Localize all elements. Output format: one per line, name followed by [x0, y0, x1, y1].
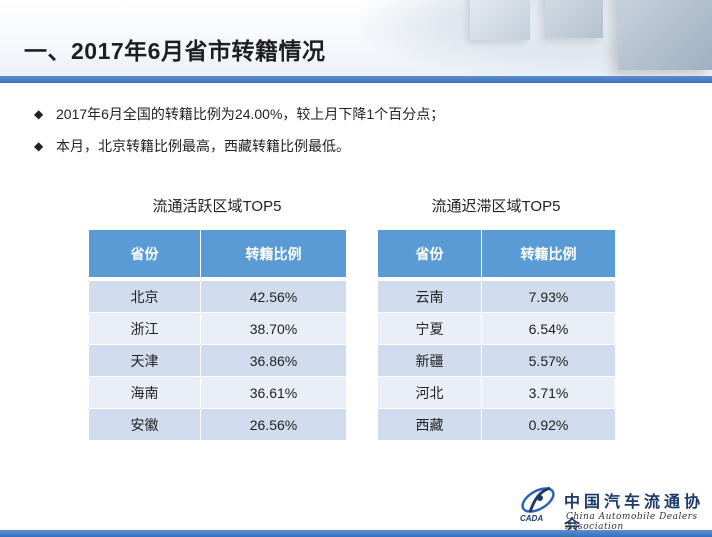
- province-cell: 云南: [377, 280, 482, 313]
- decorative-cube: [545, 0, 603, 38]
- table-row: 北京 42.56%: [88, 280, 347, 313]
- active-region-table-block: 流通活跃区域TOP5 省份 转籍比例 北京 42.56% 浙江 38.70% 天…: [88, 196, 347, 441]
- province-cell: 河北: [377, 376, 482, 409]
- cada-logo: CADA 中国汽车流通协会 China Automobile Dealers A…: [516, 484, 706, 535]
- footer-divider: [0, 530, 712, 537]
- active-table-caption: 流通活跃区域TOP5: [152, 198, 282, 215]
- table-row: 浙江 38.70%: [88, 312, 347, 345]
- province-cell: 新疆: [377, 344, 482, 377]
- cada-emblem-icon: [521, 486, 555, 513]
- table-row: 安徽 26.56%: [88, 408, 347, 441]
- logo-name-en: China Automobile Dealers Association: [566, 512, 698, 532]
- ratio-cell: 3.71%: [481, 376, 616, 409]
- summary-bullets: ◆ 2017年6月全国的转籍比例为24.00%，较上月下降1个百分点； ◆ 本月…: [34, 98, 694, 162]
- province-cell: 宁夏: [377, 312, 482, 345]
- table-row: 新疆 5.57%: [377, 344, 616, 377]
- table-row: 宁夏 6.54%: [377, 312, 616, 345]
- decorative-cube: [470, 0, 530, 40]
- diamond-bullet-icon: ◆: [34, 139, 44, 153]
- diamond-bullet-icon: ◆: [34, 107, 44, 121]
- header-banner: 一、2017年6月省市转籍情况: [0, 0, 712, 83]
- table-row: 天津 36.86%: [88, 344, 347, 377]
- active-region-table: 省份 转籍比例 北京 42.56% 浙江 38.70% 天津 36.86% 海南…: [88, 229, 347, 441]
- ratio-cell: 42.56%: [200, 280, 347, 313]
- ratio-cell: 38.70%: [200, 312, 347, 345]
- province-cell: 北京: [88, 280, 201, 313]
- table-row: 云南 7.93%: [377, 280, 616, 313]
- logo-abbreviation: CADA: [520, 514, 544, 523]
- slow-region-table-block: 流通迟滞区域TOP5 省份 转籍比例 云南 7.93% 宁夏 6.54% 新疆 …: [377, 196, 616, 441]
- slow-table-caption: 流通迟滞区域TOP5: [431, 198, 561, 215]
- decorative-cube: [618, 0, 712, 70]
- column-header-ratio: 转籍比例: [200, 229, 347, 278]
- ratio-cell: 5.57%: [481, 344, 616, 377]
- province-cell: 天津: [88, 344, 201, 377]
- province-cell: 浙江: [88, 312, 201, 345]
- ratio-cell: 7.93%: [481, 280, 616, 313]
- bullet-item: ◆ 2017年6月全国的转籍比例为24.00%，较上月下降1个百分点；: [34, 98, 694, 130]
- page-title: 一、2017年6月省市转籍情况: [24, 38, 326, 64]
- slow-region-table: 省份 转籍比例 云南 7.93% 宁夏 6.54% 新疆 5.57% 河北 3.…: [377, 229, 616, 441]
- ratio-cell: 36.61%: [200, 376, 347, 409]
- bullet-item: ◆ 本月，北京转籍比例最高，西藏转籍比例最低。: [34, 130, 694, 162]
- province-cell: 海南: [88, 376, 201, 409]
- column-header-ratio: 转籍比例: [481, 229, 616, 278]
- ratio-cell: 36.86%: [200, 344, 347, 377]
- ratio-cell: 26.56%: [200, 408, 347, 441]
- table-row: 西藏 0.92%: [377, 408, 616, 441]
- column-header-province: 省份: [88, 229, 201, 278]
- table-row: 海南 36.61%: [88, 376, 347, 409]
- province-cell: 安徽: [88, 408, 201, 441]
- table-row: 河北 3.71%: [377, 376, 616, 409]
- header-divider: [0, 76, 712, 83]
- province-cell: 西藏: [377, 408, 482, 441]
- ratio-cell: 6.54%: [481, 312, 616, 345]
- bullet-text: 本月，北京转籍比例最高，西藏转籍比例最低。: [56, 138, 350, 154]
- ratio-cell: 0.92%: [481, 408, 616, 441]
- bullet-text: 2017年6月全国的转籍比例为24.00%，较上月下降1个百分点；: [56, 106, 445, 122]
- column-header-province: 省份: [377, 229, 482, 278]
